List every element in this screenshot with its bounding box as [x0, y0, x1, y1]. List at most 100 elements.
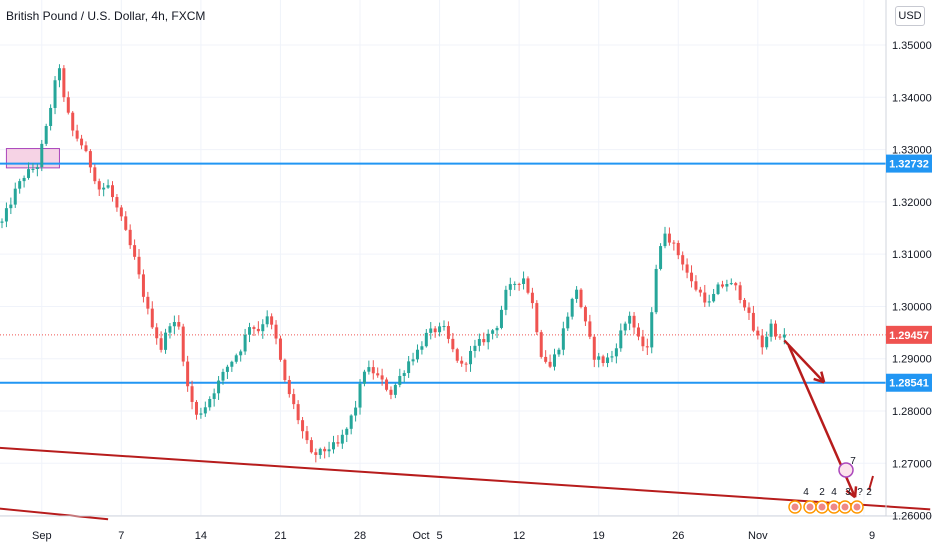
candle-body [93, 167, 97, 182]
candle-body [164, 332, 168, 350]
candle-body [22, 177, 26, 182]
candle-body [645, 346, 649, 348]
candle-body [283, 359, 287, 381]
x-tick-label: 21 [274, 530, 286, 542]
forecast-arrow-head [813, 377, 825, 384]
candle-body [66, 97, 70, 113]
candle-body [243, 334, 247, 352]
candle-body [663, 233, 667, 247]
candle-body [323, 448, 327, 452]
candle-body [146, 296, 150, 309]
event-label: ? [857, 487, 863, 498]
candle-body [716, 284, 720, 294]
candle-body [513, 283, 517, 285]
candle-body [133, 245, 137, 257]
y-tick-label: 1.31000 [892, 249, 932, 261]
candle-body [177, 322, 181, 327]
candle-body [420, 346, 424, 350]
candle-body [111, 185, 114, 198]
y-tick-label: 1.30000 [892, 301, 932, 313]
candle-body [526, 278, 530, 293]
event-flag-dot [841, 503, 849, 511]
candle-body [504, 289, 508, 310]
candle-body [305, 431, 309, 441]
price-label: 1.32732 [889, 159, 929, 171]
candle-body [460, 360, 464, 364]
candle-body [667, 233, 671, 243]
candle-body [252, 327, 256, 329]
candle-body [760, 335, 764, 348]
candle-body [0, 221, 4, 223]
chart-title: British Pound / U.S. Dollar, 4h, FXCM [6, 9, 206, 23]
event-flag-dot [830, 503, 838, 511]
y-tick-label: 1.34000 [892, 92, 932, 104]
candle-body [217, 380, 221, 394]
candle-body [690, 272, 694, 282]
candle-body [75, 130, 79, 139]
candle-body [606, 357, 610, 364]
candle-body [208, 398, 212, 408]
candle-body [583, 307, 587, 322]
y-tick-label: 1.27000 [892, 458, 932, 470]
price-label-box [886, 373, 932, 392]
candle-body [561, 328, 565, 350]
candle-body [725, 283, 729, 287]
candle-body [35, 167, 39, 169]
candle-body [332, 442, 335, 450]
candle-body [442, 326, 446, 328]
candle-body [261, 324, 265, 332]
candle-body [765, 336, 769, 348]
candle-body [597, 356, 601, 360]
forecast-arrow-head [820, 371, 826, 383]
candle-body [239, 351, 243, 356]
candle-body [248, 327, 252, 335]
price-label: 1.28541 [889, 378, 929, 390]
candle-body [544, 356, 548, 362]
trendline [0, 507, 109, 521]
candle-body [628, 315, 632, 324]
candle-body [464, 363, 468, 365]
event-label: 3 [845, 487, 851, 498]
candle-body [778, 336, 782, 338]
event-flag-icon [838, 462, 854, 478]
candle-body [592, 336, 596, 360]
candle-body [106, 185, 110, 188]
candle-body [486, 333, 490, 343]
candle-body [190, 386, 194, 402]
candle-body [354, 407, 358, 416]
candle-body [18, 181, 22, 189]
candle-body [751, 312, 755, 331]
horizontal-levels [0, 162, 886, 384]
x-tick-label: 7 [118, 530, 124, 542]
candle-body [367, 367, 371, 372]
currency-button[interactable]: USD [895, 6, 925, 26]
event-label: 2 [819, 487, 825, 498]
x-tick-label: 26 [672, 530, 684, 542]
x-tick-label: 9 [869, 530, 875, 542]
price-label: 1.29457 [889, 330, 929, 342]
candle-body [358, 383, 362, 408]
candle-body [362, 371, 366, 384]
candle-body [703, 292, 707, 303]
candle-body [575, 289, 579, 299]
candle-body [676, 242, 680, 256]
y-tick-label: 1.29000 [892, 354, 932, 366]
event-label: 2 [866, 487, 872, 498]
candle-body [124, 216, 128, 230]
candle-body [27, 169, 31, 178]
candle-body [535, 303, 539, 333]
candle-body [588, 321, 592, 337]
candle-body [729, 283, 733, 285]
candle-body [517, 283, 521, 285]
candle-body [641, 336, 645, 347]
candle-body [172, 322, 176, 327]
x-tick-label: 28 [354, 530, 366, 542]
event-icons: 4 2 473? 2 [788, 456, 872, 514]
axes: 1.35000 1.34000 1.33000 1.32000 1.31000 1.300… [0, 0, 932, 542]
candle-body [601, 356, 605, 364]
x-tick-label: 12 [513, 530, 525, 542]
candle-body [415, 349, 419, 360]
candle-body [712, 293, 716, 302]
candle-body [336, 442, 340, 444]
